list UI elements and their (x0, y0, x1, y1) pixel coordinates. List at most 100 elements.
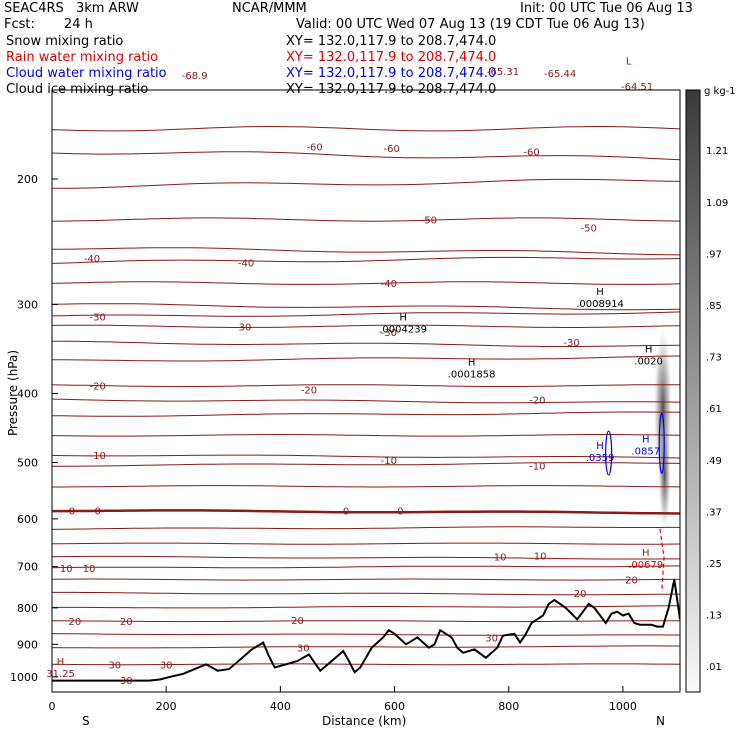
contour-label: 30 (297, 644, 310, 655)
contour-label: 20 (625, 576, 638, 587)
extremum-mark: H (645, 345, 653, 356)
colorbar-label: 1.21 (706, 146, 728, 157)
colorbar-label: .25 (706, 559, 722, 570)
contour-label: 0 (69, 507, 75, 518)
contour-label: -68.9 (182, 71, 208, 82)
field-name-snow: Snow mixing ratio (6, 34, 124, 49)
contour-label: -20 (90, 382, 106, 393)
isotherm-line (52, 605, 680, 609)
fcst-label: Fcst: (4, 17, 35, 32)
isotherm-line (52, 178, 680, 189)
colorbar (685, 89, 701, 693)
snow-shading (658, 419, 671, 530)
contour-label: -10 (90, 451, 106, 462)
colorbar-label: .01 (706, 662, 722, 673)
direction-right: N (656, 714, 665, 728)
contour-label: -10 (529, 462, 545, 473)
x-tick-label: 400 (270, 700, 291, 713)
contour-label: 20 (574, 589, 587, 600)
isotherm-line (52, 542, 680, 545)
isotherm-line (52, 663, 680, 666)
y-tick-label: 900 (17, 638, 38, 651)
isotherm-line (52, 434, 680, 437)
contour-label: -20 (529, 396, 545, 407)
x-tick-label: 200 (156, 700, 177, 713)
contour-label: -50 (421, 216, 437, 227)
extremum-value: .0008914 (576, 299, 624, 310)
isotherm-line (52, 311, 680, 317)
colorbar-label: .73 (706, 353, 722, 364)
isotherm-line (52, 75, 680, 88)
contour-label: -40 (238, 259, 254, 270)
isotherm-line (52, 217, 680, 222)
contour-label: 20 (291, 616, 304, 627)
isotherm-line (52, 620, 680, 623)
extremum-value: .0857 (631, 447, 660, 458)
isotherm-line (52, 355, 680, 362)
contour-label: -50 (580, 224, 596, 235)
contour-label: -30 (381, 328, 397, 339)
y-tick-label: 700 (17, 561, 38, 574)
x-tick-label: 800 (498, 700, 519, 713)
extremum-value: .0001858 (448, 369, 496, 380)
fcst-value: 24 h (64, 17, 93, 32)
contour-label: 0 (94, 507, 100, 518)
contour-label: -65.44 (544, 69, 576, 80)
isotherm-line (52, 324, 680, 328)
direction-left: S (82, 714, 90, 728)
isotherm-line (52, 526, 680, 530)
y-tick-label: 600 (17, 513, 38, 526)
model-label: 3km ARW (76, 1, 139, 16)
cloud-water-contour (658, 412, 665, 474)
colorbar-label: .37 (706, 507, 722, 518)
contour-label: 0 (343, 507, 349, 518)
extremum-value: .00679 (628, 560, 663, 571)
y-tick-label: 800 (17, 602, 38, 615)
extremum-value: .0020 (634, 357, 663, 368)
y-axis-label: Pressure (hPa) (6, 349, 20, 437)
contour-label: -60 (523, 148, 539, 159)
field-xy-cloud-water: XY= 132.0,117.9 to 208.7,474.0 (286, 66, 497, 81)
x-tick-label: 0 (49, 700, 56, 713)
isotherm-line (52, 578, 680, 581)
colorbar-unit: g kg-1 (704, 86, 736, 97)
contour-label: 0 (397, 507, 403, 518)
extremum-mark: H (642, 548, 650, 559)
x-axis-label: Distance (km) (322, 714, 407, 728)
contour-label: -30 (235, 322, 251, 333)
isotherm-line (52, 555, 680, 560)
cloud-water-contour (605, 430, 613, 476)
extremum-mark: H (57, 657, 65, 668)
field-name-rain: Rain water mixing ratio (6, 50, 159, 65)
y-tick-label: 1000 (10, 671, 38, 684)
rain-water-contour (659, 528, 665, 593)
extremum-mark: H (642, 435, 650, 446)
extremum-mark: H (596, 441, 604, 452)
contour-label: 10 (494, 553, 507, 564)
field-name-cloud-water: Cloud water mixing ratio (6, 66, 167, 81)
isotherm-line (52, 256, 680, 264)
y-tick-label: 300 (17, 298, 38, 311)
colorbar-label: .61 (706, 404, 722, 415)
contour-label: -60 (384, 144, 400, 155)
isotherm-line (52, 454, 680, 459)
contour-label: -30 (563, 338, 579, 349)
extremum-mark: H (596, 287, 604, 298)
isotherm-line (52, 384, 680, 388)
isotherm-line (52, 125, 680, 132)
isotherm-line (52, 303, 680, 311)
terrain-line (52, 579, 680, 682)
contour-label: 20 (120, 617, 133, 628)
extremum-mark: L (626, 57, 632, 68)
extremum-mark: H (468, 357, 476, 368)
x-tick-label: 1000 (609, 700, 637, 713)
contour-label: 20 (68, 617, 81, 628)
isotherm-line (52, 485, 680, 488)
extremum-mark: H (399, 312, 407, 323)
extremum-value: 31.25 (46, 669, 75, 680)
contour-label: -40 (381, 279, 397, 290)
contour-label: -20 (301, 386, 317, 397)
contour-label: 10 (83, 564, 96, 575)
contour-label: 10 (60, 564, 73, 575)
